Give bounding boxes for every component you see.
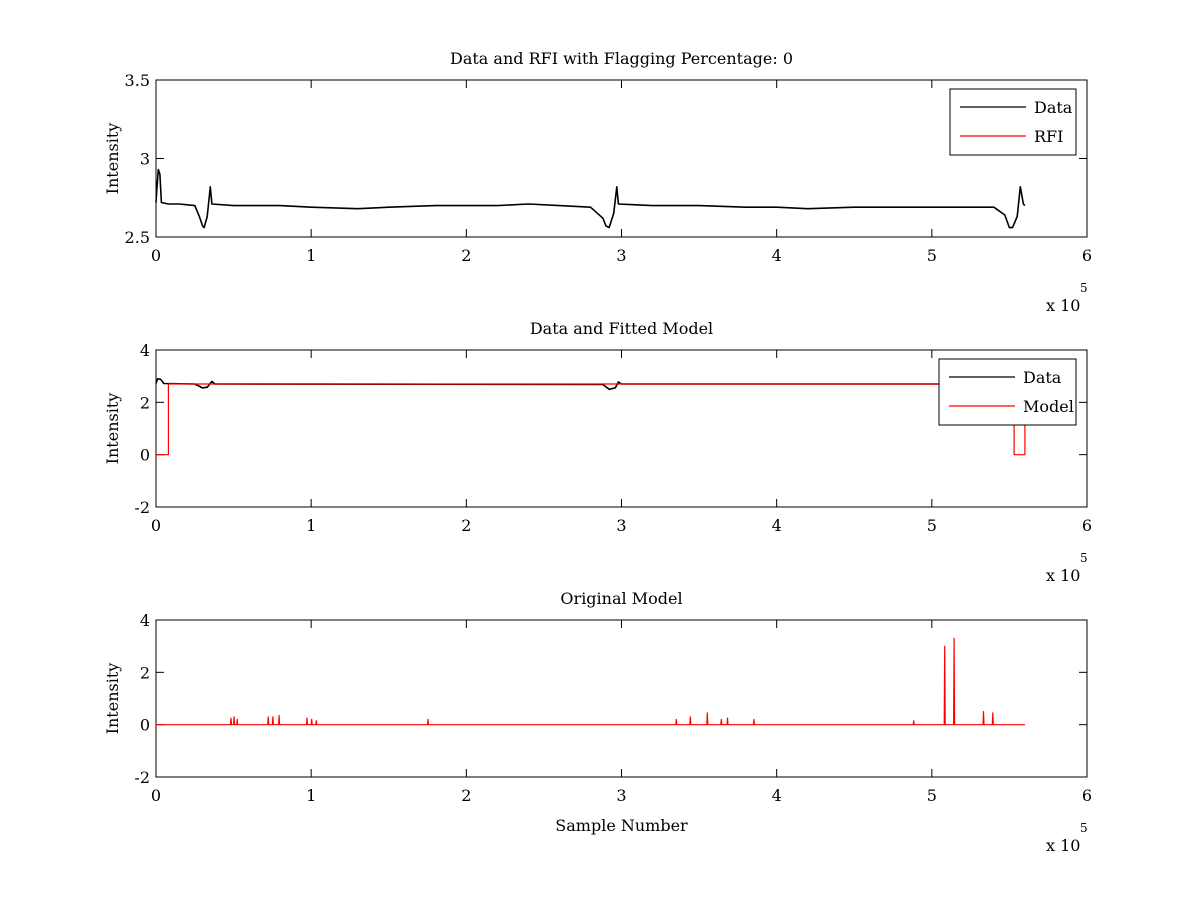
x-multiplier: x 10: [1046, 296, 1080, 315]
chart-title: Original Model: [560, 589, 682, 608]
x-tick-label: 6: [1082, 516, 1092, 535]
legend-label: Data: [1034, 98, 1073, 117]
x-exponent: 5: [1080, 821, 1088, 835]
y-axis-label: Intensity: [103, 393, 122, 465]
panel-1: 0 1 2 3 4 5 6 2.5 3 3.5 Data and RFI with Flagging…: [103, 49, 1092, 315]
y-tick-label: 4: [140, 611, 150, 630]
axes-box: [155, 79, 1088, 238]
x-exponent: 5: [1080, 281, 1088, 295]
y-axis-label: Intensity: [103, 123, 122, 195]
legend-label: Model: [1023, 397, 1074, 416]
legend-label: Data: [1023, 368, 1062, 387]
x-multiplier: x 10: [1046, 566, 1080, 585]
series-line-data: [155, 168, 1026, 229]
legend-box: [938, 358, 1077, 426]
x-tick-label: 0: [151, 786, 161, 805]
x-tick-label: 4: [772, 786, 782, 805]
x-tick-label: 1: [306, 786, 316, 805]
y-tick-label: 0: [140, 446, 150, 465]
x-tick-label: 3: [616, 786, 626, 805]
x-tick-label: 2: [461, 246, 471, 265]
series-line-model: [156, 383, 1026, 456]
legend: Data RFI: [949, 88, 1077, 156]
x-tick-label: 1: [306, 516, 316, 535]
x-tick-label: 6: [1082, 246, 1092, 265]
y-tick-label: 2: [140, 663, 150, 682]
x-tick-label: 4: [772, 516, 782, 535]
y-tick-label: 3: [140, 150, 150, 169]
y-tick-label: 4: [140, 341, 150, 360]
legend-box: [949, 88, 1077, 156]
x-tick-label: 5: [927, 246, 937, 265]
x-tick-label: 6: [1082, 786, 1092, 805]
series-line-model: [156, 637, 1025, 726]
x-tick-label: 4: [772, 246, 782, 265]
x-tick-label: 1: [306, 246, 316, 265]
y-tick-label: 2.5: [125, 228, 150, 247]
x-tick-label: 5: [927, 786, 937, 805]
y-axis-label: Intensity: [103, 663, 122, 735]
x-tick-label: 3: [616, 516, 626, 535]
x-tick-label: 2: [461, 786, 471, 805]
legend-label: RFI: [1034, 127, 1063, 146]
legend: Data Model: [938, 358, 1077, 426]
chart-title: Data and Fitted Model: [530, 319, 713, 338]
x-tick-label: 0: [151, 516, 161, 535]
x-axis-label: Sample Number: [555, 816, 688, 835]
y-tick-label: -2: [134, 768, 150, 787]
y-tick-label: 3.5: [125, 71, 150, 90]
x-exponent: 5: [1080, 551, 1088, 565]
y-tick-label: -2: [134, 498, 150, 517]
x-tick-label: 2: [461, 516, 471, 535]
y-tick-label: 0: [140, 716, 150, 735]
x-tick-label: 5: [927, 516, 937, 535]
y-tick-label: 2: [140, 393, 150, 412]
x-multiplier: x 10: [1046, 836, 1080, 855]
axes-box: [155, 619, 1088, 778]
chart-title: Data and RFI with Flagging Percentage: 0: [450, 49, 793, 68]
x-tick-label: 3: [616, 246, 626, 265]
x-tick-label: 0: [151, 246, 161, 265]
